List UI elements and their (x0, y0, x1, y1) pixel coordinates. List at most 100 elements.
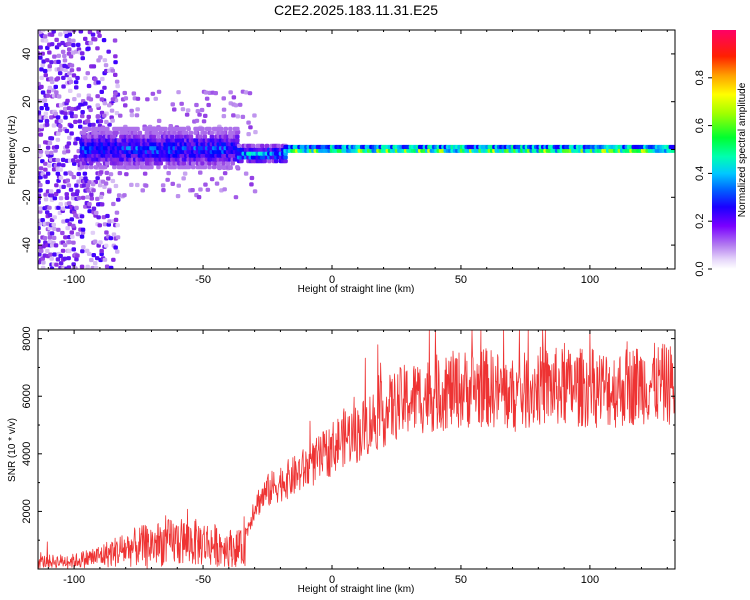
heatmap-cell (129, 182, 134, 187)
heatmap-cell (53, 84, 58, 89)
heatmap-cell (107, 219, 112, 224)
heatmap-cell (54, 90, 59, 95)
heatmap-cell (85, 195, 90, 200)
heatmap-cell (40, 218, 45, 223)
heatmap-cell (38, 153, 43, 158)
heatmap-cell (71, 158, 76, 163)
heatmap-cell (236, 143, 242, 148)
heatmap-cell (247, 91, 253, 96)
heatmap-cell (56, 227, 61, 232)
heatmap-cell (56, 189, 61, 194)
heatmap-cell (75, 253, 80, 258)
heatmap-cell (111, 257, 116, 262)
heatmap-cell (38, 230, 41, 235)
heatmap-cell (51, 123, 57, 128)
heatmap-cell (250, 143, 256, 148)
heatmap-cell (83, 36, 88, 41)
heatmap-cell (88, 165, 94, 170)
heatmap-cell (228, 126, 233, 131)
heatmap-cell (53, 111, 58, 116)
heatmap-cell (49, 231, 55, 236)
heatmap-cell (67, 47, 72, 52)
heatmap-cell (51, 167, 57, 172)
heatmap-cell (90, 32, 96, 37)
heatmap-cell (47, 213, 53, 218)
heatmap-cell (58, 253, 63, 259)
heatmap-cell (135, 107, 140, 112)
heatmap-cell (47, 50, 52, 55)
heatmap-cell (179, 134, 184, 139)
heatmap-cell (49, 193, 55, 198)
heatmap-cell (83, 76, 88, 81)
heatmap-cell (237, 102, 243, 107)
heatmap-cell (108, 265, 114, 269)
heatmap-cell (166, 171, 171, 176)
heatmap-cell (117, 171, 123, 176)
heatmap-cell (105, 161, 110, 166)
heatmap-cell (38, 183, 43, 188)
heatmap-cell (42, 98, 48, 103)
heatmap-cell (231, 95, 237, 100)
heatmap-cell (38, 193, 42, 198)
heatmap-cell (105, 126, 110, 131)
heatmap-cell (93, 261, 98, 266)
heatmap-cell (160, 183, 166, 188)
top-x-axis: -100 -50 0 50 100 (47, 30, 668, 286)
heatmap-cell (58, 175, 64, 180)
heatmap-cell (79, 264, 85, 269)
colorbar: 0.0 0.2 0.4 0.6 0.8 Normalized spectral ampl… (694, 30, 748, 277)
heatmap-cell (109, 115, 114, 120)
heatmap-cell (45, 106, 50, 111)
heatmap-cell (47, 235, 53, 240)
heatmap-cell (207, 126, 212, 131)
heatmap-cell (87, 202, 92, 207)
heatmap-cell (191, 161, 196, 166)
heatmap-cell (38, 132, 44, 137)
heatmap-cell (113, 91, 118, 96)
heatmap-cell (209, 130, 215, 135)
heatmap-cell (67, 32, 73, 37)
heatmap-cell (61, 163, 66, 168)
heatmap-cell (58, 167, 63, 172)
heatmap-cell (94, 210, 99, 215)
heatmap-cell (46, 89, 52, 94)
heatmap-cell (52, 54, 57, 59)
heatmap-cell (87, 180, 92, 185)
heatmap-cell (95, 161, 101, 166)
heatmap-cell (107, 130, 112, 135)
heatmap-cell (90, 182, 96, 187)
heatmap-cell (54, 262, 59, 267)
heatmap-cell (104, 119, 109, 125)
heatmap-cell (58, 196, 64, 201)
heatmap-cell (181, 126, 187, 131)
heatmap-cell (80, 110, 85, 115)
heatmap-cell (188, 134, 194, 139)
heatmap-cell (42, 34, 48, 39)
heatmap-cell (75, 136, 80, 141)
heatmap-cell (38, 206, 43, 211)
heatmap-cell (201, 119, 207, 124)
heatmap-cell (49, 60, 54, 65)
heatmap-cell (45, 45, 50, 50)
heatmap-cell (43, 115, 49, 120)
heatmap-cell (97, 183, 103, 188)
bottom-y-axis: 2000 4000 6000 8000 (21, 326, 675, 541)
colorbar-gradient (712, 30, 736, 269)
heatmap-cell (49, 266, 55, 269)
heatmap-cell (85, 183, 91, 188)
heatmap-cell (95, 94, 100, 99)
heatmap-cell (38, 45, 43, 50)
heatmap-cell (262, 159, 267, 164)
heatmap-cell (38, 166, 44, 171)
heatmap-cell (69, 68, 75, 73)
heatmap-cell (116, 197, 121, 202)
heatmap-cell (43, 102, 49, 108)
heatmap-cell (74, 85, 79, 90)
heatmap-cell (102, 184, 107, 189)
heatmap-cell (47, 141, 53, 146)
heatmap-cell (60, 49, 66, 54)
heatmap-cell (48, 252, 53, 257)
heatmap-cell (73, 141, 78, 146)
heatmap-cell (61, 84, 66, 89)
heatmap-cell (186, 165, 191, 170)
